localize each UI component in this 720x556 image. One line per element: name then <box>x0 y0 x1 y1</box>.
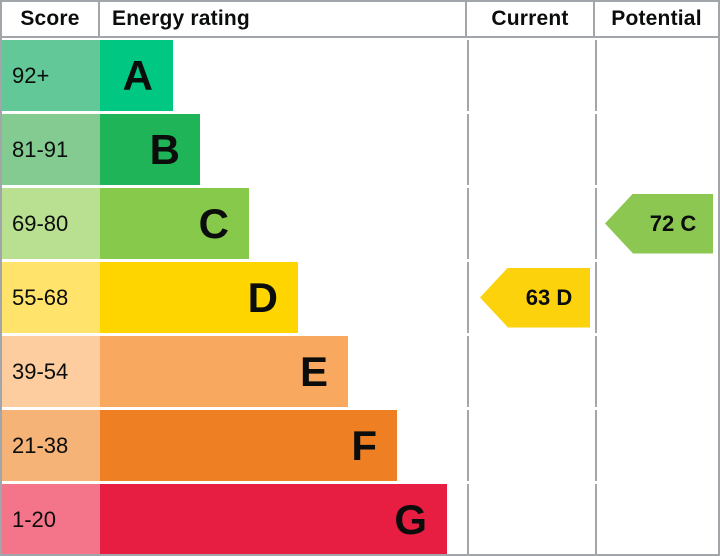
score-range-cell: 81-91 <box>2 114 100 185</box>
rating-band-row: 1-20 G <box>2 484 718 554</box>
score-range-cell: 55-68 <box>2 262 100 333</box>
score-range-cell: 69-80 <box>2 188 100 259</box>
header-potential: Potential <box>611 7 702 30</box>
current-cell <box>467 114 595 185</box>
current-cell <box>467 40 595 111</box>
rating-bar: D <box>100 262 298 333</box>
current-rating-arrow: 63 D <box>480 267 590 328</box>
rating-band-row: 55-68 D 63 D <box>2 262 718 336</box>
rating-bar-area: D <box>100 262 467 333</box>
potential-rating-arrow: 72 C <box>605 193 713 254</box>
rating-bar-area: B <box>100 114 467 185</box>
rating-bar-area: E <box>100 336 467 407</box>
score-range-cell: 21-38 <box>2 410 100 481</box>
rating-letter: D <box>247 273 278 321</box>
rating-bar: E <box>100 336 348 407</box>
rating-bar: B <box>100 114 200 185</box>
rating-letter: E <box>299 347 328 395</box>
potential-cell <box>595 336 718 407</box>
rating-bar: A <box>100 40 173 111</box>
header-score: Score <box>2 2 100 36</box>
rating-band-row: 92+ A <box>2 40 718 114</box>
potential-cell <box>595 114 718 185</box>
rating-bar: C <box>100 188 249 259</box>
header-energy-rating: Energy rating <box>100 2 467 36</box>
potential-cell <box>595 484 718 554</box>
rating-letter: C <box>198 199 229 247</box>
rating-bar-area: G <box>100 484 467 554</box>
rating-bar: G <box>100 484 447 554</box>
current-cell <box>467 484 595 554</box>
rating-letter: B <box>149 125 180 173</box>
current-cell <box>467 336 595 407</box>
rating-letter: F <box>351 421 377 469</box>
rating-rows: 92+ A 81-91 B 69-80 C 72 C 55-68 <box>2 38 718 554</box>
score-range-cell: 92+ <box>2 40 100 111</box>
score-range-cell: 1-20 <box>2 484 100 554</box>
potential-cell <box>595 410 718 481</box>
current-cell <box>467 188 595 259</box>
current-cell <box>467 410 595 481</box>
rating-bar-area: F <box>100 410 467 481</box>
rating-bar-area: C <box>100 188 467 259</box>
potential-rating-label: 72 C <box>649 210 697 236</box>
current-rating-label: 63 D <box>525 284 573 310</box>
rating-bar: F <box>100 410 397 481</box>
rating-band-row: 21-38 F <box>2 410 718 484</box>
potential-cell <box>595 40 718 111</box>
current-cell: 63 D <box>467 262 595 333</box>
potential-cell <box>595 262 718 333</box>
rating-bar-area: A <box>100 40 467 111</box>
chart-header: Score Energy rating Current Potential <box>2 2 718 38</box>
header-current: Current <box>467 2 595 36</box>
rating-letter: A <box>122 51 153 99</box>
rating-band-row: 81-91 B <box>2 114 718 188</box>
score-range-cell: 39-54 <box>2 336 100 407</box>
rating-letter: G <box>394 495 427 543</box>
rating-band-row: 69-80 C 72 C <box>2 188 718 262</box>
potential-cell: 72 C <box>595 188 718 259</box>
rating-band-row: 39-54 E <box>2 336 718 410</box>
